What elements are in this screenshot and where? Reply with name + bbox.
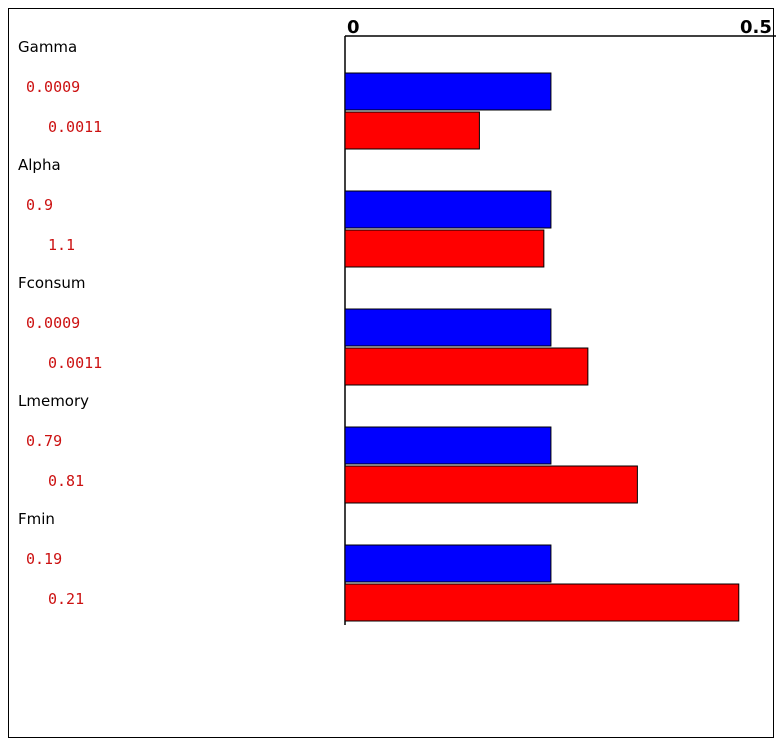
high-bar (344, 347, 589, 386)
parameter-name: Alpha (18, 156, 61, 174)
low-value-label: 0.0009 (26, 78, 81, 96)
low-value-label: 0.0009 (26, 314, 81, 332)
high-value-label: 0.0011 (48, 354, 103, 372)
low-bar (344, 426, 552, 465)
parameter-name: Fmin (18, 510, 55, 528)
tick-label: 0.5 (740, 17, 772, 38)
low-value-label: 0.19 (26, 550, 63, 568)
low-bar (344, 72, 552, 111)
low-bar (344, 308, 552, 347)
low-value-label: 0.79 (26, 432, 63, 450)
parameter-name: Gamma (18, 38, 78, 56)
tick-label: 0 (347, 17, 360, 38)
high-value-label: 0.0011 (48, 118, 103, 136)
low-value-label: 0.9 (26, 196, 54, 214)
high-bar (344, 583, 740, 622)
high-value-label: 1.1 (48, 236, 76, 254)
low-bar (344, 544, 552, 583)
parameter-name: Fconsum (18, 274, 86, 292)
high-bar (344, 465, 638, 504)
high-bar (344, 229, 545, 268)
high-value-label: 0.81 (48, 472, 85, 490)
parameter-name: Lmemory (18, 392, 90, 410)
high-bar (344, 111, 480, 150)
high-value-label: 0.21 (48, 590, 85, 608)
low-bar (344, 190, 552, 229)
